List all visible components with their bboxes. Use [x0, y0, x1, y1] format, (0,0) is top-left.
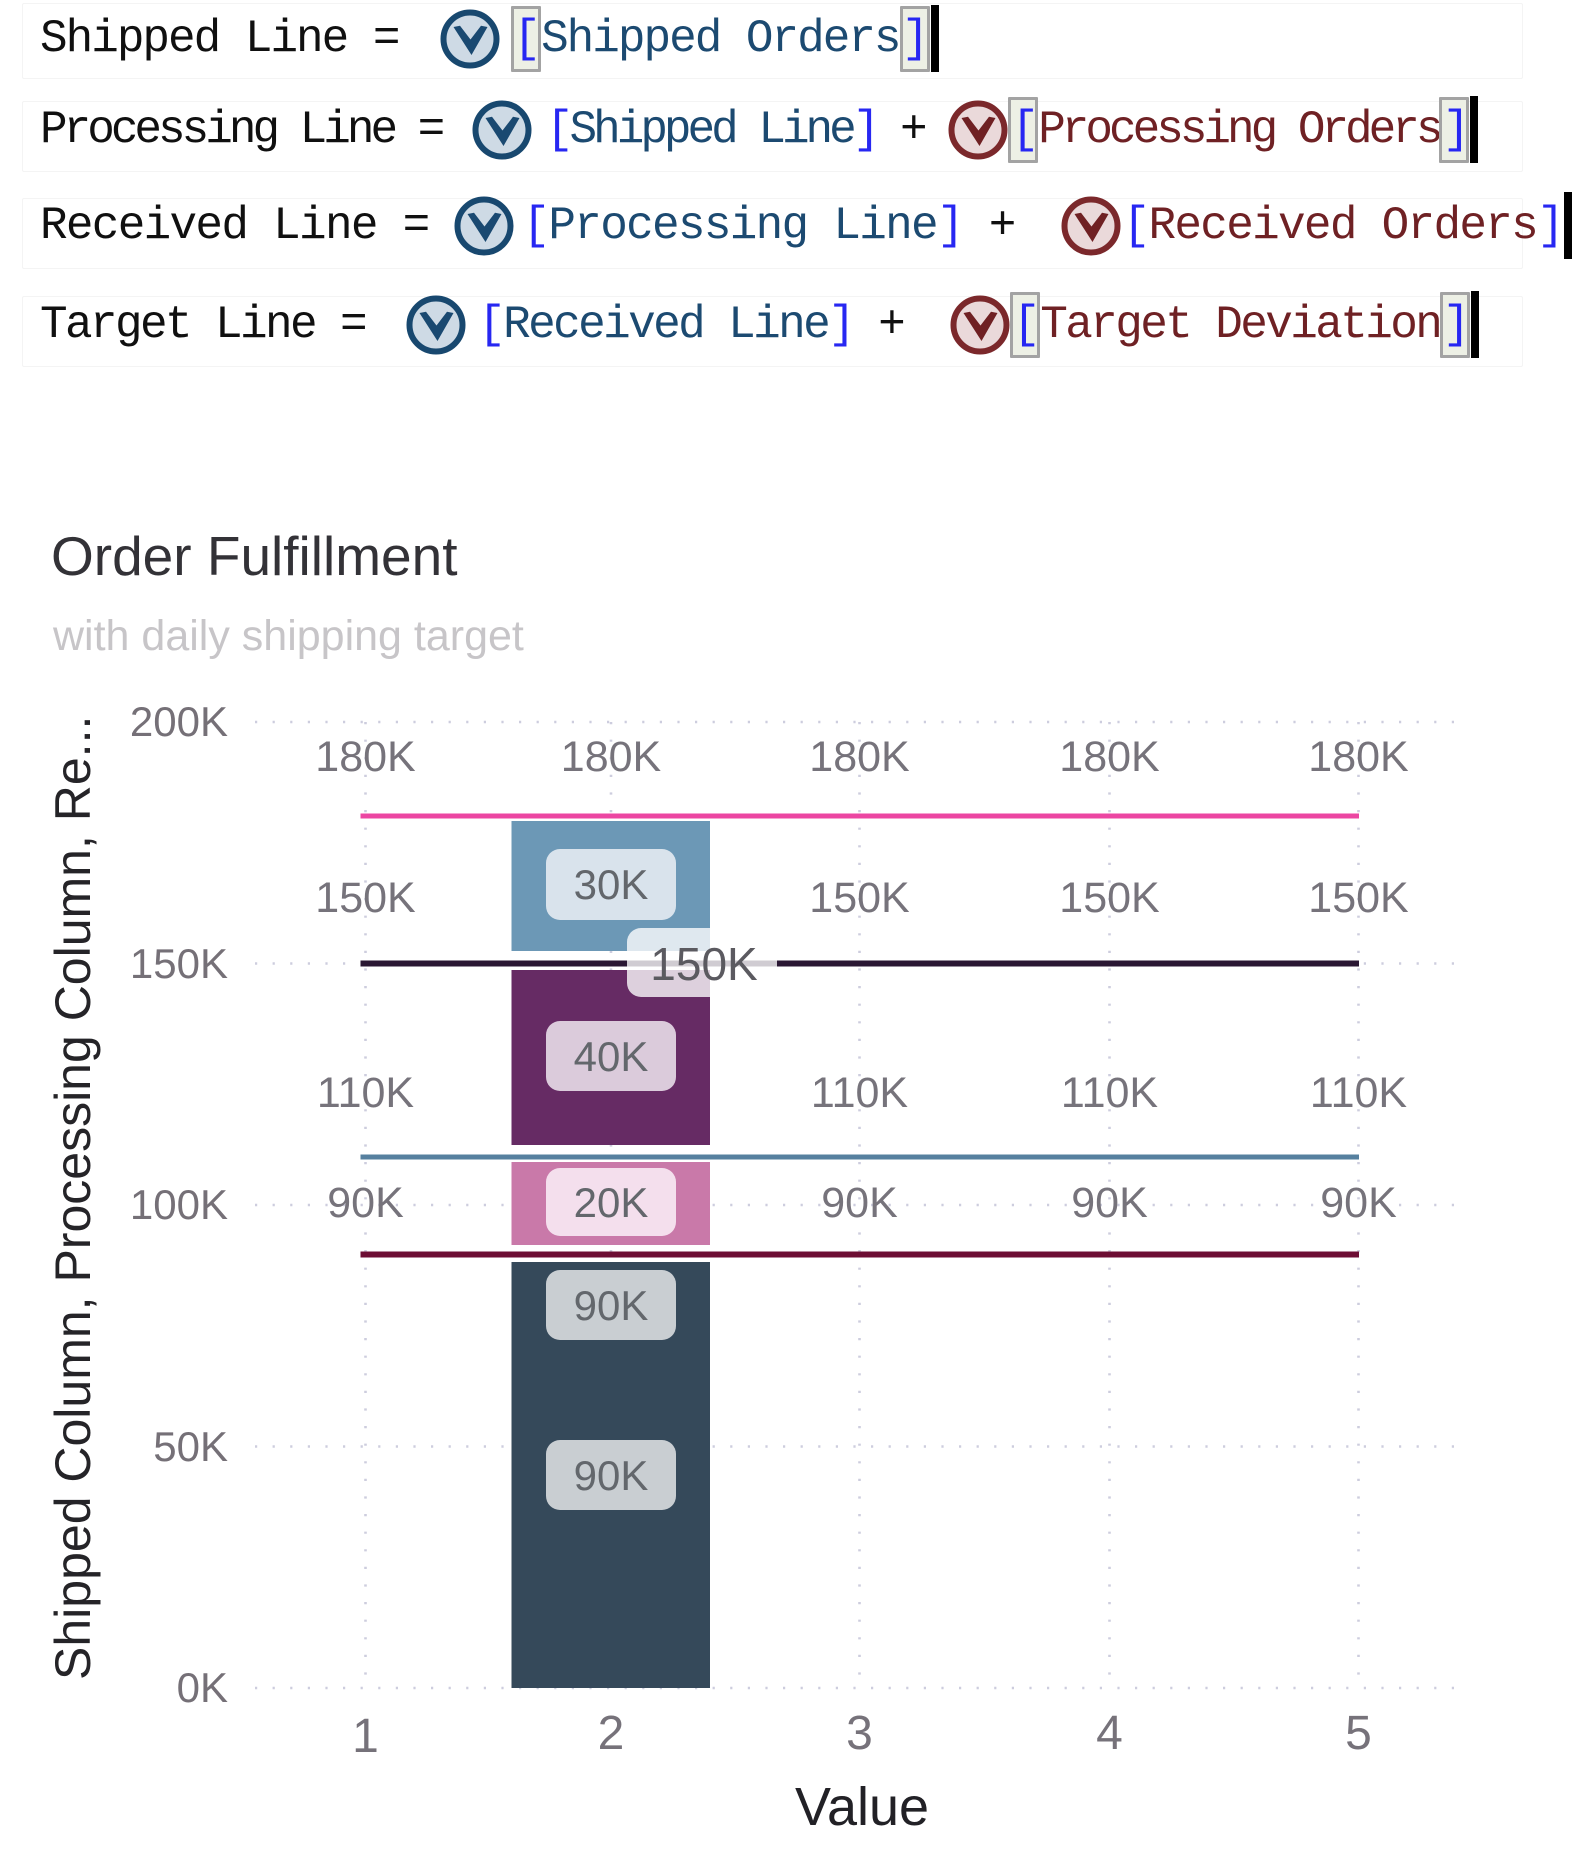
svg-text:Shipped Column, Processing Col: Shipped Column, Processing Column, Re...	[45, 716, 101, 1680]
svg-text:20K: 20K	[574, 1179, 649, 1226]
svg-text:30K: 30K	[574, 861, 649, 908]
svg-text:150K: 150K	[1059, 874, 1160, 922]
svg-text:90K: 90K	[574, 1452, 649, 1499]
svg-text:180K: 180K	[809, 733, 910, 781]
svg-text:4: 4	[1096, 1707, 1123, 1760]
svg-text:110K: 110K	[1310, 1069, 1408, 1117]
svg-text:180K: 180K	[315, 733, 416, 781]
svg-text:150K: 150K	[809, 874, 910, 922]
svg-text:150K: 150K	[1308, 874, 1409, 922]
svg-text:50K: 50K	[153, 1423, 228, 1470]
svg-text:90K: 90K	[327, 1179, 404, 1227]
svg-text:110K: 110K	[1061, 1069, 1159, 1117]
svg-text:90K: 90K	[574, 1282, 649, 1329]
svg-text:150K: 150K	[130, 940, 228, 987]
svg-text:90K: 90K	[1320, 1179, 1397, 1227]
svg-text:5: 5	[1345, 1707, 1372, 1760]
svg-text:2: 2	[598, 1707, 625, 1760]
svg-text:40K: 40K	[574, 1033, 649, 1080]
svg-text:200K: 200K	[130, 698, 228, 745]
svg-text:3: 3	[846, 1707, 873, 1760]
svg-text:100K: 100K	[130, 1181, 228, 1228]
svg-text:180K: 180K	[1059, 733, 1160, 781]
svg-text:1: 1	[352, 1710, 379, 1763]
svg-text:150K: 150K	[650, 938, 758, 990]
svg-text:150K: 150K	[315, 874, 416, 922]
svg-text:110K: 110K	[811, 1069, 909, 1117]
svg-text:180K: 180K	[1308, 733, 1409, 781]
svg-text:0K: 0K	[177, 1664, 228, 1711]
svg-text:180K: 180K	[561, 733, 662, 781]
svg-text:90K: 90K	[1071, 1179, 1148, 1227]
svg-text:90K: 90K	[821, 1179, 898, 1227]
svg-text:Value: Value	[795, 1777, 929, 1837]
svg-text:110K: 110K	[317, 1069, 415, 1117]
